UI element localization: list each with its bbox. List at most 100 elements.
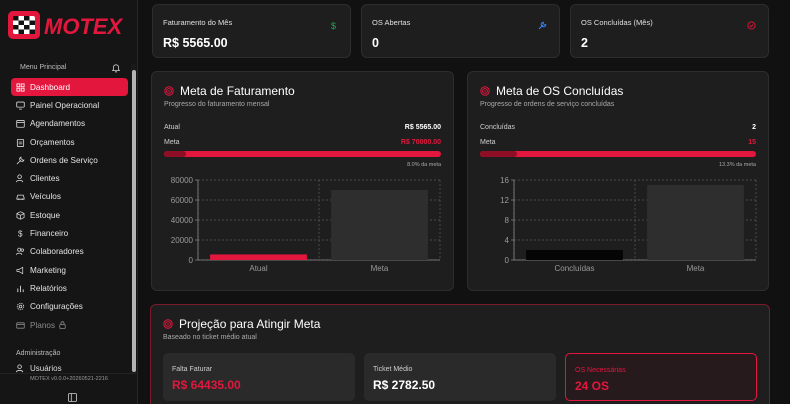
sidebar-item-marketing[interactable]: Marketing (11, 261, 128, 279)
y-tick-label: 40000 (171, 216, 194, 225)
goal-label: Meta (480, 139, 496, 146)
current-row: Atual R$ 5565.00 (164, 124, 441, 131)
stat-value: 2 (581, 36, 588, 50)
panel-subtitle: Progresso do faturamento mensal (164, 101, 270, 108)
sidebar-item-usuarios[interactable]: Usuários (16, 362, 62, 374)
package-icon (16, 211, 25, 220)
admin-heading: Administração (16, 350, 61, 357)
chart-bar[interactable] (331, 190, 428, 260)
panel-title-text: Projeção para Atingir Meta (179, 317, 321, 331)
chart-bar[interactable] (210, 254, 307, 260)
panel-title-text: Meta de OS Concluídas (496, 84, 624, 98)
gear-icon (16, 303, 25, 311)
sidebar-item-painel-operacional[interactable]: Painel Operacional (11, 96, 128, 114)
target-icon (164, 86, 174, 96)
lock-icon (59, 321, 66, 329)
x-tick-label: Meta (687, 264, 705, 273)
x-tick-label: Concluídas (554, 264, 594, 273)
sidebar-scrollbar-thumb[interactable] (132, 70, 136, 372)
sidebar-item-label: Veículos (30, 192, 61, 202)
sidebar-item-label: Painel Operacional (30, 100, 100, 110)
stat-label: OS Abertas (372, 18, 411, 27)
sidebar-nav: Dashboard Painel Operacional Agendamentos O… (11, 78, 128, 334)
sidebar-toggle-icon[interactable] (68, 389, 77, 402)
goal-label: Meta (164, 139, 180, 146)
current-row: Concluídas 2 (480, 124, 756, 131)
panel-subtitle: Progresso de ordens de serviço concluída… (480, 101, 615, 108)
chart-bar[interactable] (647, 185, 744, 260)
os-goal-panel: Meta de OS Concluídas Progresso de orden… (467, 71, 769, 291)
projection-card-remaining: Falta Faturar R$ 64435.00 (163, 353, 355, 401)
progress-text: 13.3% da meta (719, 162, 756, 168)
target-icon (480, 86, 490, 96)
megaphone-icon (16, 266, 24, 274)
sidebar-item-label: Colaboradores (30, 247, 84, 257)
sidebar-item-dashboard[interactable]: Dashboard (11, 78, 128, 97)
target-icon (163, 319, 173, 329)
grid-icon (16, 83, 25, 92)
clipboard-icon (16, 138, 25, 147)
car-icon (16, 195, 25, 201)
sidebar-item-colaboradores[interactable]: Colaboradores (11, 243, 128, 261)
menu-heading: Menu Principal (20, 64, 126, 78)
sidebar-item-label: Orçamentos (30, 137, 75, 147)
projection-label: Ticket Médio (373, 366, 413, 373)
menu-title: Menu Principal (20, 64, 67, 71)
svg-text:$: $ (18, 230, 23, 238)
current-label: Concluídas (480, 124, 516, 131)
projection-value: 24 OS (575, 379, 610, 393)
sidebar-item-configuracoes[interactable]: Configurações (11, 298, 128, 316)
projection-panel: Projeção para Atingir Meta Baseado no ti… (150, 304, 770, 404)
progress-bar-fill (480, 151, 517, 157)
goal-value: R$ 70000.00 (400, 139, 441, 146)
y-tick-label: 4 (505, 236, 510, 245)
sidebar-item-label: Relatórios (30, 283, 67, 293)
panel-subtitle: Baseado no ticket médio atual (163, 334, 257, 341)
current-label: Atual (164, 124, 180, 131)
user-group-icon (16, 248, 24, 256)
bar-chart-icon (17, 285, 24, 293)
stat-value: 0 (372, 36, 379, 50)
svg-text:$: $ (331, 21, 336, 30)
y-tick-label: 8 (505, 216, 510, 225)
goal-row: Meta 15 (480, 139, 756, 146)
sidebar-item-label: Agendamentos (30, 119, 86, 129)
y-tick-label: 16 (500, 176, 509, 185)
progress-bar (164, 151, 441, 157)
progress-text: 8.0% da meta (407, 162, 441, 168)
sidebar-item-financeiro[interactable]: $ Financeiro (11, 224, 128, 242)
sidebar-item-clientes[interactable]: Clientes (11, 169, 128, 187)
sidebar-item-ordens-de-servico[interactable]: Ordens de Serviço (11, 151, 128, 169)
stat-label: OS Concluídas (Mês) (581, 18, 653, 27)
goal-value: 15 (748, 139, 756, 146)
motex-logo[interactable]: MOTEX (8, 8, 134, 42)
x-tick-label: Meta (371, 264, 389, 273)
chart-bar[interactable] (526, 250, 623, 260)
users-icon (16, 174, 24, 183)
y-tick-label: 0 (505, 256, 510, 265)
panel-title: Meta de Faturamento (164, 84, 295, 98)
sidebar-item-estoque[interactable]: Estoque (11, 206, 128, 224)
sidebar-item-agendamentos[interactable]: Agendamentos (11, 115, 128, 133)
progress-bar (480, 151, 756, 157)
check-circle-icon (747, 17, 756, 30)
card-icon (16, 321, 25, 329)
sidebar-item-orcamentos[interactable]: Orçamentos (11, 133, 128, 151)
panel-title: Meta de OS Concluídas (480, 84, 623, 98)
projection-value: R$ 64435.00 (172, 378, 241, 392)
projection-card-ticket: Ticket Médio R$ 2782.50 (364, 353, 556, 401)
brand-name: MOTEX (44, 14, 124, 39)
sidebar-item-veiculos[interactable]: Veículos (11, 188, 128, 206)
dollar-icon: $ (329, 17, 338, 31)
os-chart: 16 12 8 4 0 Concluídas Meta (500, 176, 757, 273)
sidebar-item-label: Estoque (30, 210, 61, 220)
sidebar-item-label: Dashboard (30, 82, 71, 92)
sidebar-item-planos[interactable]: Planos (11, 316, 128, 334)
wrench-icon (16, 156, 25, 165)
y-tick-label: 0 (189, 256, 194, 265)
bell-icon[interactable] (111, 64, 121, 75)
sidebar: MOTEX Menu Principal Dashboard Painel Ope… (0, 0, 138, 404)
sidebar-item-relatorios[interactable]: Relatórios (11, 279, 128, 297)
revenue-chart: 80000 60000 40000 20000 0 Atual Meta (171, 176, 441, 273)
stat-card-done-os: OS Concluídas (Mês) 2 (570, 4, 769, 58)
